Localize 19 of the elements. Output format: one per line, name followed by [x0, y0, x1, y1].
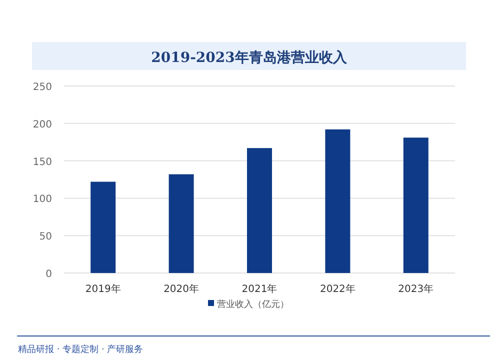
x-tick-label: 2023年 — [398, 283, 434, 295]
y-tick-label: 0 — [46, 269, 52, 280]
y-tick-label: 50 — [39, 232, 52, 243]
bar — [403, 138, 428, 273]
y-tick-label: 100 — [32, 194, 52, 206]
x-tick-label: 2019年 — [85, 283, 121, 295]
x-tick-label: 2022年 — [320, 283, 356, 295]
bar — [90, 182, 116, 273]
y-tick-label: 150 — [32, 156, 52, 168]
bar — [168, 174, 194, 273]
bar — [247, 148, 272, 273]
text: 精品研报 · 专题定制 · 产研服务 — [18, 344, 144, 355]
y-tick-label: 200 — [32, 119, 52, 130]
legend-label: 营业收入（亿元） — [217, 299, 289, 310]
bar — [325, 129, 350, 273]
y-tick-label: 250 — [32, 82, 52, 93]
x-tick-label: 2020年 — [164, 283, 200, 295]
chart-title: 2019-2023年青岛港营业收入 — [151, 50, 348, 66]
x-tick-label: 2021年 — [242, 283, 278, 295]
